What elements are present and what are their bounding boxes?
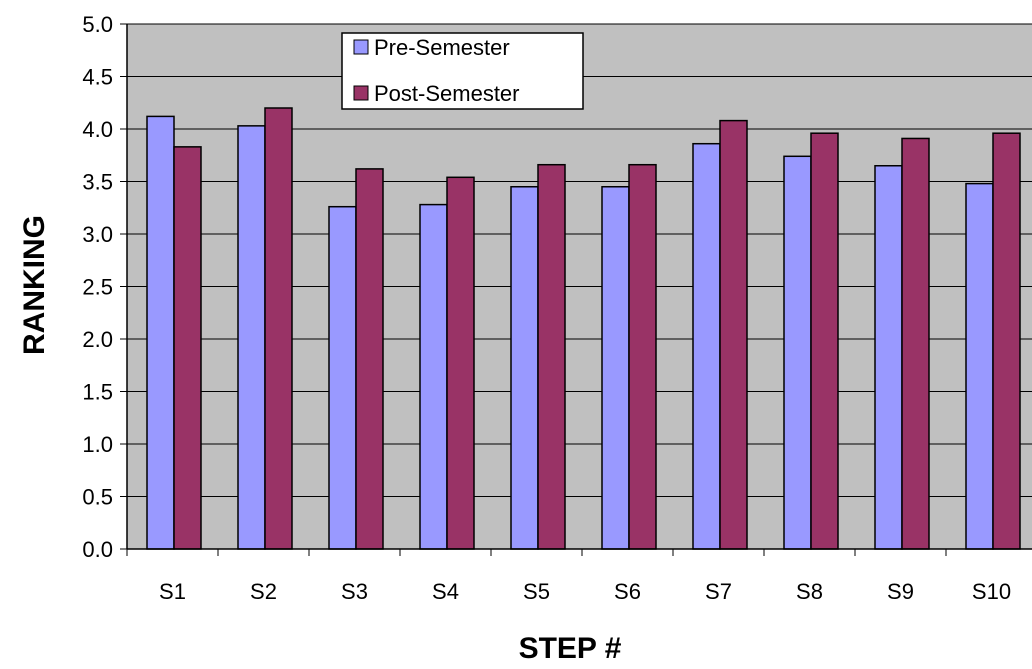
y-tick-label: 1.0 bbox=[82, 432, 113, 457]
bar-post-semester-s5 bbox=[537, 163, 566, 550]
bar-pre-semester-s10 bbox=[965, 182, 994, 550]
bar-pre-semester-s5 bbox=[510, 186, 539, 550]
y-tick-label: 5.0 bbox=[82, 12, 113, 37]
bar-post-semester-s3 bbox=[355, 168, 384, 550]
bar-post-semester-s4 bbox=[446, 176, 475, 550]
bar-pre-semester-s6 bbox=[601, 186, 630, 550]
x-axis: S1 S2 S3 S4 S5 S6 S7 S8 S9 S10 bbox=[126, 548, 1032, 604]
legend-box bbox=[341, 32, 584, 110]
bar-post-semester-s7 bbox=[719, 119, 748, 550]
bar-pre-semester-s2 bbox=[237, 125, 266, 550]
legend-label-pre-semester: Pre-Semester bbox=[374, 35, 510, 60]
x-tick-label: S4 bbox=[432, 579, 459, 604]
bar-pre-semester-s9 bbox=[874, 165, 903, 550]
y-tick-label: 2.5 bbox=[82, 275, 113, 300]
y-tick-label: 0.5 bbox=[82, 485, 113, 510]
x-tick-label: S7 bbox=[705, 579, 732, 604]
legend-swatch-post-semester bbox=[353, 85, 369, 101]
legend: Pre-Semester Post-Semester bbox=[341, 32, 584, 110]
x-tick-label: S6 bbox=[614, 579, 641, 604]
bar-post-semester-s10 bbox=[992, 132, 1021, 550]
bar-pre-semester-s8 bbox=[783, 155, 812, 550]
legend-swatch-pre-semester bbox=[353, 39, 369, 55]
plot-area bbox=[127, 23, 1032, 550]
y-tick-label: 4.5 bbox=[82, 65, 113, 90]
x-tick-label: S5 bbox=[523, 579, 550, 604]
bar-pre-semester-s1 bbox=[146, 115, 175, 550]
y-tick-label: 3.0 bbox=[82, 222, 113, 247]
y-tick-label: 3.5 bbox=[82, 170, 113, 195]
y-axis: 0.0 0.5 1.0 1.5 2.0 2.5 3.0 3.5 4.0 4.5 5.0 bbox=[82, 12, 128, 562]
bar-post-semester-s9 bbox=[901, 137, 930, 550]
y-tick-label: 1.5 bbox=[82, 380, 113, 405]
x-axis-title: STEP # bbox=[519, 632, 622, 664]
bar-post-semester-s1 bbox=[173, 146, 202, 550]
y-tick-label: 2.0 bbox=[82, 327, 113, 352]
x-tick-label: S2 bbox=[250, 579, 277, 604]
y-tick-label: 4.0 bbox=[82, 117, 113, 142]
bar-pre-semester-s3 bbox=[328, 205, 357, 550]
bar-post-semester-s8 bbox=[810, 132, 839, 550]
legend-label-post-semester: Post-Semester bbox=[374, 81, 520, 106]
bar-post-semester-s2 bbox=[264, 107, 293, 550]
x-tick-label: S3 bbox=[341, 579, 368, 604]
x-tick-label: S10 bbox=[972, 579, 1011, 604]
x-tick-label: S9 bbox=[887, 579, 914, 604]
bar-pre-semester-s7 bbox=[692, 142, 721, 550]
bar-post-semester-s6 bbox=[628, 163, 657, 550]
y-tick-label: 0.0 bbox=[82, 537, 113, 562]
y-axis-title: RANKING bbox=[18, 215, 51, 355]
x-tick-label: S1 bbox=[159, 579, 186, 604]
x-tick-label: S8 bbox=[796, 579, 823, 604]
bar-pre-semester-s4 bbox=[419, 203, 448, 550]
